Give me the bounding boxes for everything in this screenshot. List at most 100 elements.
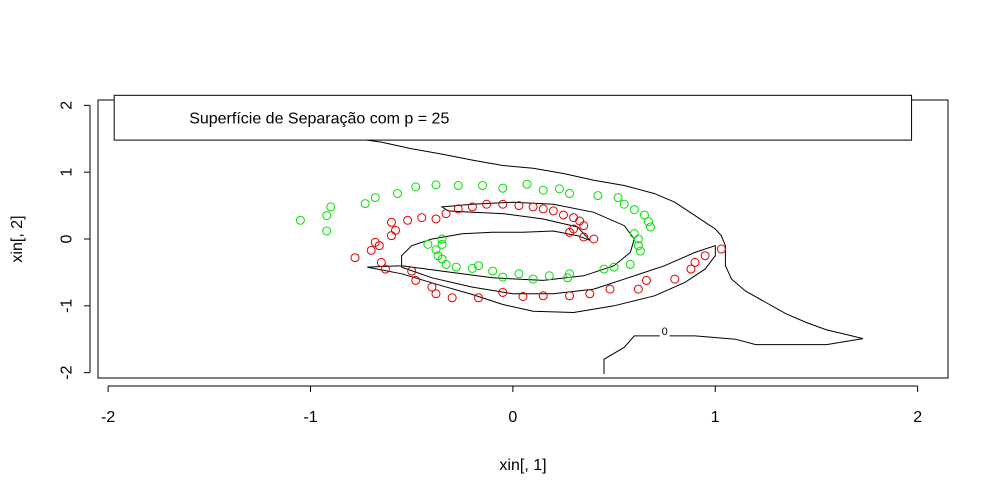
point-series-0 <box>370 193 380 203</box>
point-series-1 <box>605 284 615 294</box>
legend: Superfície de Separação com p = 25 <box>113 94 913 141</box>
legend-box <box>113 94 913 141</box>
point-series-0 <box>613 193 623 203</box>
y-axis-label: xin[, 2] <box>9 215 26 262</box>
point-series-0 <box>639 210 649 220</box>
point-series-1 <box>538 291 548 301</box>
point-series-0 <box>437 234 447 244</box>
point-series-1 <box>589 234 599 244</box>
point-series-0 <box>629 229 639 239</box>
point-series-1 <box>498 199 508 209</box>
point-series-1 <box>376 257 386 267</box>
point-series-1 <box>482 199 492 209</box>
legend-text: Superfície de Separação com p = 25 <box>189 111 449 128</box>
point-series-1 <box>633 284 643 294</box>
contour-line-outer <box>360 97 864 374</box>
point-series-0 <box>473 261 483 271</box>
point-series-0 <box>441 259 451 269</box>
point-series-1 <box>407 266 417 276</box>
point-series-0 <box>423 239 433 249</box>
point-series-1 <box>366 245 376 255</box>
point-series-1 <box>386 231 396 241</box>
point-series-1 <box>569 213 579 223</box>
point-series-0 <box>646 222 655 232</box>
contour-label: 0 <box>662 326 668 338</box>
data-points <box>295 179 726 303</box>
point-series-0 <box>544 271 554 281</box>
x-tick-label: 1 <box>711 409 720 426</box>
point-series-1 <box>716 244 726 254</box>
y-tick-label: -2 <box>59 365 76 379</box>
point-series-1 <box>585 289 595 299</box>
point-series-1 <box>417 213 427 223</box>
point-series-1 <box>641 275 651 285</box>
point-series-1 <box>374 241 384 251</box>
point-series-0 <box>633 241 643 251</box>
point-series-1 <box>558 210 568 220</box>
point-series-1 <box>518 291 528 301</box>
x-axis-label: xin[, 1] <box>499 457 546 474</box>
point-series-0 <box>498 183 508 193</box>
point-series-1 <box>411 275 421 285</box>
point-series-1 <box>579 232 589 242</box>
point-series-0 <box>522 179 532 189</box>
y-tick-label: -1 <box>59 299 76 313</box>
point-series-1 <box>427 282 437 292</box>
point-series-0 <box>437 239 447 249</box>
point-series-0 <box>295 215 305 225</box>
point-series-0 <box>411 182 421 192</box>
x-tick-label: -1 <box>303 409 317 426</box>
point-series-0 <box>514 269 524 279</box>
point-series-0 <box>453 181 463 191</box>
point-series-0 <box>431 180 441 190</box>
point-series-0 <box>629 205 639 215</box>
point-series-1 <box>528 202 538 212</box>
point-series-1 <box>380 264 390 274</box>
point-series-0 <box>554 184 564 194</box>
point-series-0 <box>322 226 332 236</box>
x-tick-label: -2 <box>101 409 115 426</box>
point-series-1 <box>386 217 396 227</box>
point-series-1 <box>514 201 524 211</box>
point-series-0 <box>619 199 629 209</box>
y-tick-label: 0 <box>59 234 76 243</box>
point-series-0 <box>633 234 643 244</box>
x-tick-label: 2 <box>913 409 922 426</box>
separation-contour: 0 <box>360 97 864 374</box>
point-series-1 <box>579 221 589 231</box>
point-series-0 <box>360 199 370 209</box>
point-series-0 <box>322 211 332 221</box>
point-series-1 <box>431 214 441 224</box>
contour-line-inner <box>367 201 716 314</box>
point-series-1 <box>350 253 360 263</box>
point-series-0 <box>563 273 573 283</box>
point-series-0 <box>609 262 619 272</box>
contour-label-bg <box>659 324 670 338</box>
point-series-0 <box>538 185 548 195</box>
plot-frame <box>97 99 949 379</box>
point-series-1 <box>548 206 558 216</box>
point-series-1 <box>473 293 483 303</box>
point-series-1 <box>447 293 457 303</box>
point-series-0 <box>593 191 603 201</box>
point-series-0 <box>498 272 508 282</box>
point-series-0 <box>431 245 441 255</box>
y-tick-label: 2 <box>59 101 76 110</box>
point-series-0 <box>643 217 653 227</box>
point-series-0 <box>433 251 443 261</box>
x-tick-label: 0 <box>508 409 517 426</box>
point-series-0 <box>326 202 336 212</box>
point-series-1 <box>686 264 696 274</box>
point-series-0 <box>467 263 477 273</box>
point-series-0 <box>478 181 488 191</box>
y-tick-label: 1 <box>59 168 76 177</box>
point-series-1 <box>453 204 463 214</box>
point-series-1 <box>690 257 700 267</box>
point-series-1 <box>391 225 400 235</box>
point-series-1 <box>403 215 413 225</box>
point-series-1 <box>565 291 575 301</box>
point-series-0 <box>625 259 635 269</box>
point-series-1 <box>431 289 441 299</box>
point-series-0 <box>528 274 538 284</box>
